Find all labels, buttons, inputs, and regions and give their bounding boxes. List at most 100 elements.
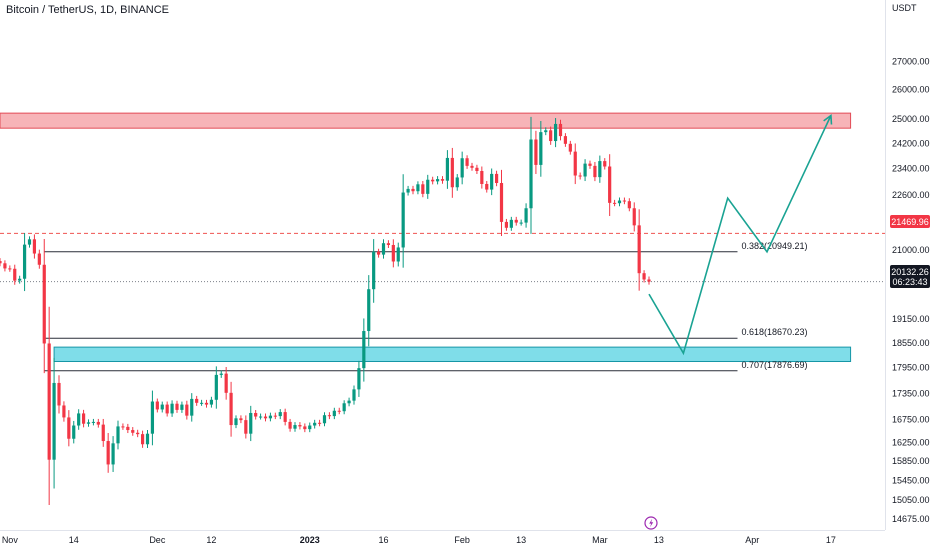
- candle: [219, 370, 223, 378]
- time-tick-label: 16: [378, 535, 388, 545]
- candle: [421, 180, 425, 198]
- candle: [145, 430, 150, 448]
- candle: [563, 133, 568, 147]
- candle: [470, 162, 474, 171]
- symbol-title[interactable]: Bitcoin / TetherUS, 1D, BINANCE: [6, 4, 170, 16]
- candle: [283, 408, 287, 426]
- svg-text:06:23:43: 06:23:43: [892, 277, 927, 287]
- candle: [317, 419, 322, 427]
- price-tick-label: 23400.00: [892, 164, 930, 174]
- time-tick-label: 14: [69, 535, 79, 545]
- candle: [288, 418, 292, 432]
- candle: [234, 415, 238, 429]
- time-tick-label: Apr: [745, 535, 759, 545]
- candle: [391, 239, 395, 268]
- candle: [485, 181, 489, 193]
- candle: [165, 401, 169, 417]
- currency-label: USDT: [892, 3, 917, 13]
- price-tick-label: 15850.00: [892, 456, 930, 466]
- candle: [573, 143, 577, 185]
- svg-text:20132.26: 20132.26: [891, 267, 929, 277]
- candle: [598, 155, 602, 183]
- candle: [273, 412, 277, 420]
- candle: [52, 357, 56, 489]
- candle: [96, 418, 100, 428]
- candle: [549, 126, 553, 145]
- candle: [612, 199, 617, 207]
- candle: [357, 360, 361, 397]
- candle: [13, 264, 17, 285]
- candle: [131, 427, 135, 436]
- candle: [27, 236, 32, 248]
- candle: [558, 119, 563, 141]
- candle: [155, 398, 159, 413]
- candle: [126, 423, 130, 434]
- candle: [627, 198, 631, 212]
- candle: [440, 176, 445, 184]
- price-tick-label: 17950.00: [892, 363, 930, 373]
- candle: [509, 216, 513, 231]
- candle: [308, 422, 312, 433]
- candle: [199, 399, 204, 406]
- candle: [553, 118, 558, 148]
- candle: [175, 400, 179, 413]
- price-tick-label: 26000.00: [892, 85, 930, 95]
- candle: [263, 413, 268, 422]
- candle: [435, 176, 440, 185]
- price-tick-label: 19150.00: [892, 314, 930, 324]
- candle: [647, 276, 651, 285]
- candle: [160, 401, 164, 413]
- candle: [568, 140, 572, 155]
- candle: [465, 155, 469, 169]
- time-tick-label: 12: [206, 535, 216, 545]
- candle: [475, 164, 479, 175]
- candle: [195, 395, 199, 406]
- candle: [214, 366, 218, 409]
- candle: [86, 419, 91, 427]
- candle: [170, 400, 174, 417]
- candle: [116, 420, 120, 450]
- candle: [352, 385, 356, 405]
- candle: [140, 430, 145, 448]
- candle: [313, 419, 317, 429]
- candle: [372, 239, 376, 303]
- candle: [249, 405, 253, 442]
- candle: [411, 185, 415, 195]
- candle: [593, 161, 597, 182]
- projection-arrowhead: [823, 114, 833, 125]
- candle: [578, 172, 582, 180]
- time-tick-label: 17: [826, 535, 836, 545]
- candle: [136, 429, 140, 438]
- price-tick-label: 27000.00: [892, 56, 930, 66]
- fib-level-label: 0.618(18670.23): [742, 327, 808, 337]
- candle: [67, 410, 71, 447]
- candle: [406, 185, 410, 196]
- candle: [239, 415, 243, 424]
- candle: [47, 306, 51, 506]
- candle: [396, 242, 400, 267]
- candle: [617, 197, 622, 207]
- candle: [632, 202, 636, 232]
- candle: [0, 258, 2, 267]
- support-zone[interactable]: [53, 346, 852, 362]
- candle: [224, 367, 228, 400]
- candle: [342, 400, 346, 415]
- candle: [32, 234, 37, 259]
- time-tick-label: Mar: [592, 535, 608, 545]
- candle: [588, 160, 592, 169]
- candle: [544, 127, 548, 136]
- candle: [77, 409, 81, 430]
- candle: [121, 423, 125, 430]
- event-marker-icon[interactable]: [644, 516, 658, 530]
- time-tick-label: 2023: [300, 535, 320, 545]
- candle: [327, 412, 332, 420]
- candle: [209, 396, 214, 408]
- resistance-zone[interactable]: [0, 112, 852, 129]
- price-tick-label: 16750.00: [892, 415, 930, 425]
- candle: [244, 415, 248, 439]
- projection-path[interactable]: [648, 115, 832, 356]
- candle: [190, 393, 194, 422]
- candle: [416, 181, 420, 195]
- price-tick-label: 21000.00: [892, 245, 930, 255]
